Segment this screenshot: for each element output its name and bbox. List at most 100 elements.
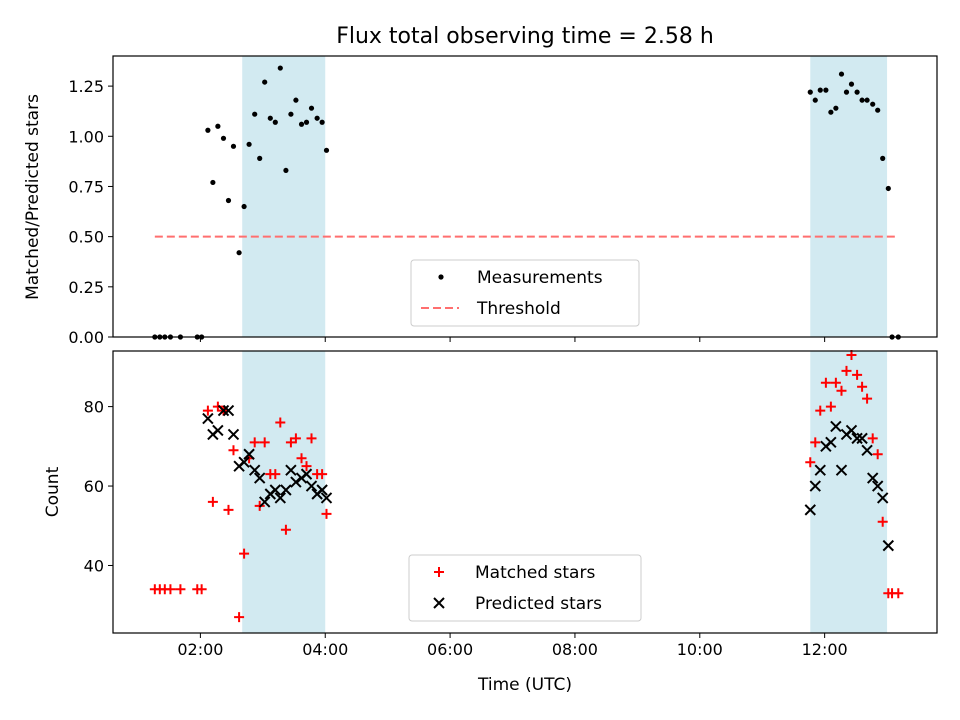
predicted-star-point	[290, 476, 302, 488]
measurement-point	[252, 111, 258, 117]
predicted-star-point	[845, 424, 858, 437]
observing-window-span	[810, 351, 888, 633]
matched-star-point	[207, 496, 218, 507]
predicted-star-point	[269, 484, 282, 496]
matched-star-point	[280, 524, 291, 535]
matched-star-point	[270, 469, 281, 480]
measurement-point	[230, 143, 237, 149]
matched-star-point	[306, 433, 317, 444]
predicted-star-point	[830, 420, 842, 433]
x-tick-label: 10:00	[677, 640, 723, 659]
measurement-point	[262, 79, 268, 85]
matched-star-point	[872, 449, 883, 460]
measurement-point	[875, 107, 881, 113]
matched-star-point	[275, 417, 286, 428]
legend-label: Threshold	[476, 299, 561, 319]
matched-star-point	[841, 365, 852, 376]
predicted-star-point	[212, 424, 224, 437]
y-tick-label: 40	[84, 556, 104, 575]
measurement-point	[241, 203, 247, 210]
measurement-point	[303, 119, 310, 125]
y-tick-label: 0.75	[68, 177, 104, 196]
predicted-star-point	[856, 432, 868, 445]
predicted-star-point	[202, 412, 214, 425]
measurement-point	[210, 179, 216, 186]
matched-star-point	[317, 469, 328, 480]
measurement-point	[272, 119, 278, 125]
count-panel: 40 60 80 02:00 04:00 06:00 08:00 10:00 12:00 Matc…	[84, 349, 938, 659]
matched-star-point	[212, 401, 223, 412]
measurement-point	[823, 87, 829, 93]
matched-star-point	[165, 584, 176, 595]
measurement-point	[880, 155, 886, 161]
predicted-star-point	[316, 484, 328, 496]
x-tick-label: 12:00	[802, 640, 848, 659]
predicted-star-point	[280, 484, 292, 496]
matched-star-point	[867, 433, 878, 444]
matched-star-point	[239, 548, 250, 559]
measurement-point	[319, 119, 325, 125]
matched-star-point	[301, 461, 312, 472]
y-tick-label: 1.25	[68, 77, 104, 96]
measurement-point	[308, 105, 315, 111]
measurement-point	[246, 141, 252, 147]
predicted-star-point	[809, 480, 821, 492]
predicted-star-point	[238, 456, 250, 468]
measurement-point	[817, 87, 823, 93]
matched-star-point	[810, 437, 821, 448]
measurement-point	[843, 89, 850, 95]
predicted-star-point	[227, 428, 240, 441]
measurement-point	[267, 115, 273, 121]
measurement-point	[293, 97, 299, 103]
predicted-star-point	[253, 472, 266, 484]
matched-star-point	[805, 457, 816, 468]
chart-title: Flux total observing time = 2.58 h	[336, 24, 714, 49]
matched-star-point	[836, 385, 847, 396]
bottom-y-axis-label: Count	[43, 466, 63, 517]
predicted-star-point	[320, 492, 333, 504]
predicted-star-point	[835, 464, 848, 476]
measurement-point	[859, 97, 865, 103]
y-tick-label: 60	[84, 477, 104, 496]
predicted-star-point	[866, 472, 879, 484]
predicted-star-point	[243, 448, 255, 460]
measurement-point	[323, 147, 330, 153]
measurement-point	[854, 89, 860, 95]
matched-star-point	[846, 349, 857, 360]
y-tick-label: 1.00	[68, 127, 104, 146]
predicted-star-point	[300, 468, 313, 480]
legend-predicted-swatch	[433, 597, 445, 609]
predicted-star-point	[882, 539, 895, 552]
measurement-point	[288, 111, 294, 117]
matched-star-point	[893, 588, 904, 599]
measurement-point	[833, 105, 839, 111]
matched-star-point	[223, 504, 234, 515]
measurement-point	[277, 65, 283, 71]
y-tick-label: 0.25	[68, 278, 104, 297]
measurement-point	[864, 97, 870, 103]
predicted-star-point	[871, 480, 884, 492]
measurement-point	[314, 115, 320, 121]
observing-window-span	[810, 56, 888, 337]
measurement-point	[807, 89, 813, 95]
y-tick-label: 80	[84, 398, 104, 417]
legend-measurement-swatch	[438, 274, 444, 280]
matched-star-point	[877, 516, 888, 527]
measurement-point	[236, 250, 242, 256]
observing-window-span	[242, 56, 326, 337]
legend-label: Measurements	[477, 268, 603, 288]
predicted-star-point	[804, 504, 816, 516]
matched-star-point	[249, 437, 260, 448]
x-axis-label: Time (UTC)	[477, 675, 572, 695]
predicted-star-point	[825, 436, 837, 449]
matched-star-point	[321, 508, 332, 519]
measurement-point	[870, 101, 876, 107]
predicted-star-point	[285, 464, 297, 476]
legend: Measurements Threshold	[410, 259, 640, 327]
matched-star-point	[857, 381, 868, 392]
measurement-point	[257, 155, 263, 161]
measurement-point	[885, 185, 891, 192]
legend-matched-swatch	[434, 567, 444, 577]
predicted-star-point	[814, 464, 826, 476]
